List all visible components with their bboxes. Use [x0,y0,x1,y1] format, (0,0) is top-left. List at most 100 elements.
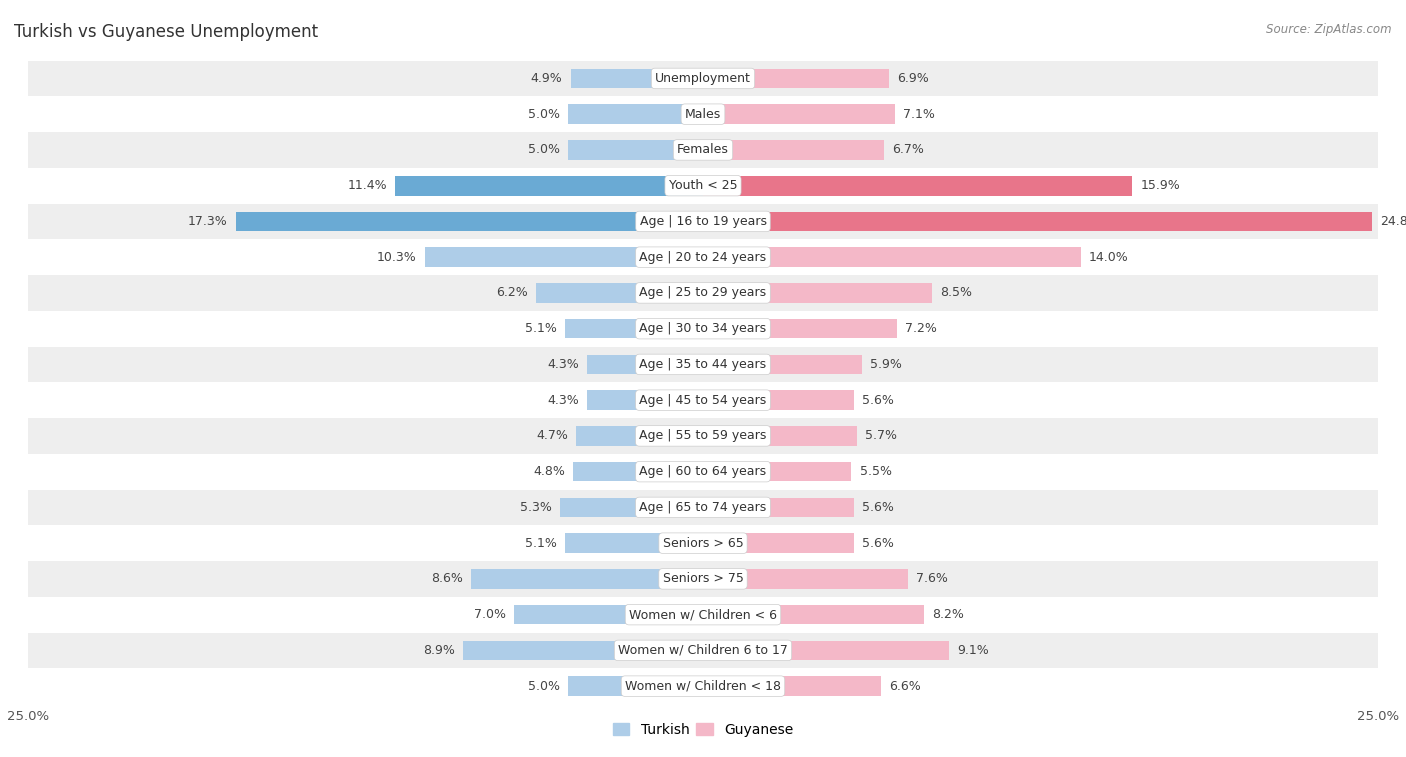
Bar [586,354,703,374]
Bar [28,347,1378,382]
Text: Seniors > 65: Seniors > 65 [662,537,744,550]
Bar [28,204,1378,239]
Text: Females: Females [678,143,728,157]
Text: Age | 65 to 74 years: Age | 65 to 74 years [640,501,766,514]
Bar [703,605,924,625]
Text: 5.6%: 5.6% [862,394,894,407]
Bar [28,633,1378,668]
Legend: Turkish, Guyanese: Turkish, Guyanese [607,717,799,742]
Text: 9.1%: 9.1% [956,644,988,657]
Bar [571,69,703,89]
Text: Males: Males [685,107,721,120]
Text: 4.3%: 4.3% [547,394,579,407]
Bar [515,605,703,625]
Bar [703,534,855,553]
Text: 6.7%: 6.7% [891,143,924,157]
Text: Seniors > 75: Seniors > 75 [662,572,744,585]
Text: 5.0%: 5.0% [527,680,560,693]
Text: 17.3%: 17.3% [188,215,228,228]
Bar [536,283,703,303]
Text: 5.6%: 5.6% [862,537,894,550]
Bar [28,490,1378,525]
Text: 7.6%: 7.6% [917,572,948,585]
Text: Youth < 25: Youth < 25 [669,179,737,192]
Bar [395,176,703,195]
Bar [703,497,855,517]
Text: Age | 30 to 34 years: Age | 30 to 34 years [640,322,766,335]
Text: Women w/ Children 6 to 17: Women w/ Children 6 to 17 [619,644,787,657]
Bar [703,69,889,89]
Bar [703,354,862,374]
Bar [28,132,1378,168]
Text: 6.6%: 6.6% [889,680,921,693]
Text: Age | 55 to 59 years: Age | 55 to 59 years [640,429,766,442]
Bar [703,391,855,410]
Text: 14.0%: 14.0% [1090,251,1129,263]
Text: Age | 45 to 54 years: Age | 45 to 54 years [640,394,766,407]
Text: 6.9%: 6.9% [897,72,929,85]
Bar [703,426,856,446]
Text: Turkish vs Guyanese Unemployment: Turkish vs Guyanese Unemployment [14,23,318,41]
Bar [28,561,1378,597]
Text: 4.8%: 4.8% [533,465,565,478]
Text: 5.3%: 5.3% [520,501,551,514]
Bar [576,426,703,446]
Bar [574,462,703,481]
Text: Women w/ Children < 18: Women w/ Children < 18 [626,680,780,693]
Text: 5.7%: 5.7% [865,429,897,442]
Bar [28,453,1378,490]
Bar [703,212,1372,231]
Bar [560,497,703,517]
Bar [703,176,1132,195]
Bar [568,140,703,160]
Bar [703,462,852,481]
Bar [28,275,1378,311]
Text: 4.7%: 4.7% [536,429,568,442]
Text: 5.1%: 5.1% [526,537,557,550]
Text: 24.8%: 24.8% [1381,215,1406,228]
Bar [703,283,932,303]
Bar [28,418,1378,453]
Bar [28,168,1378,204]
Text: 10.3%: 10.3% [377,251,416,263]
Text: Source: ZipAtlas.com: Source: ZipAtlas.com [1267,23,1392,36]
Text: 8.5%: 8.5% [941,286,973,300]
Bar [28,61,1378,96]
Bar [565,319,703,338]
Bar [703,140,884,160]
Text: Unemployment: Unemployment [655,72,751,85]
Bar [703,104,894,124]
Bar [703,248,1081,267]
Text: 5.0%: 5.0% [527,143,560,157]
Text: 4.9%: 4.9% [531,72,562,85]
Text: 8.2%: 8.2% [932,608,965,621]
Text: Age | 16 to 19 years: Age | 16 to 19 years [640,215,766,228]
Text: 4.3%: 4.3% [547,358,579,371]
Bar [703,676,882,696]
Bar [471,569,703,589]
Bar [28,96,1378,132]
Bar [565,534,703,553]
Bar [463,640,703,660]
Text: 8.9%: 8.9% [423,644,454,657]
Text: 5.6%: 5.6% [862,501,894,514]
Text: 11.4%: 11.4% [347,179,387,192]
Text: 6.2%: 6.2% [496,286,527,300]
Text: 7.2%: 7.2% [905,322,938,335]
Bar [236,212,703,231]
Bar [28,382,1378,418]
Text: Women w/ Children < 6: Women w/ Children < 6 [628,608,778,621]
Text: Age | 35 to 44 years: Age | 35 to 44 years [640,358,766,371]
Bar [28,597,1378,633]
Bar [28,311,1378,347]
Text: 15.9%: 15.9% [1140,179,1180,192]
Text: 5.0%: 5.0% [527,107,560,120]
Bar [703,569,908,589]
Bar [568,104,703,124]
Bar [703,319,897,338]
Text: Age | 20 to 24 years: Age | 20 to 24 years [640,251,766,263]
Text: Age | 60 to 64 years: Age | 60 to 64 years [640,465,766,478]
Text: 5.1%: 5.1% [526,322,557,335]
Bar [28,525,1378,561]
Bar [28,668,1378,704]
